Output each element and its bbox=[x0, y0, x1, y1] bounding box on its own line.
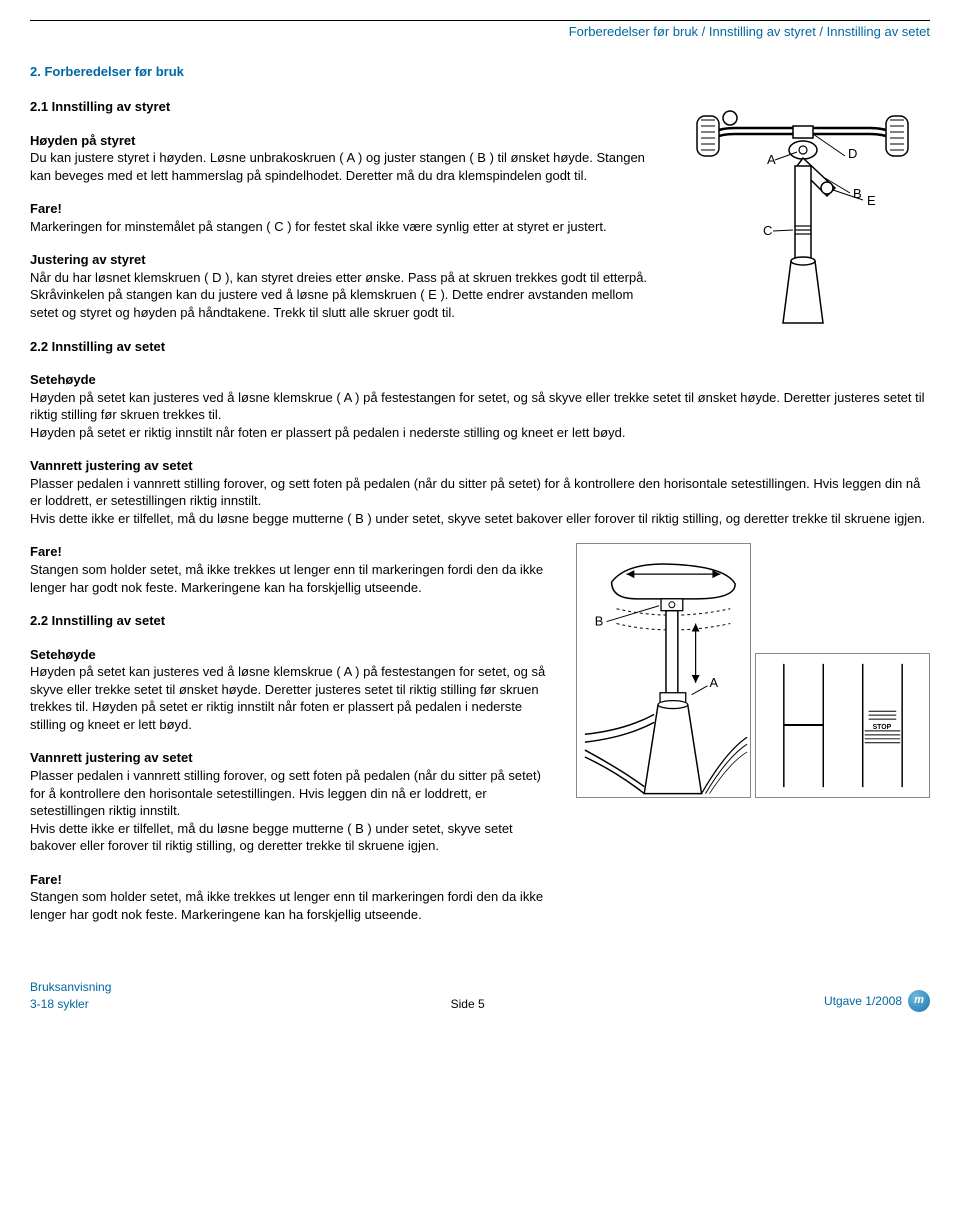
vann-title-b: Vannrett justering av setet bbox=[30, 749, 556, 767]
header-rule bbox=[30, 20, 930, 21]
fare-label-3: Fare! bbox=[30, 871, 556, 889]
sete-title-b: Setehøyde bbox=[30, 646, 556, 664]
footer-right: Utgave 1/2008 bbox=[824, 993, 902, 1009]
svg-text:STOP: STOP bbox=[873, 724, 892, 731]
fare-body-2: Stangen som holder setet, må ikke trekke… bbox=[30, 561, 556, 596]
fare-label-1: Fare! bbox=[30, 200, 655, 218]
figure-seat: B A bbox=[576, 543, 751, 798]
footer-left-2: 3-18 sykler bbox=[30, 996, 111, 1012]
fare-label-2: Fare! bbox=[30, 543, 556, 561]
footer-left-1: Bruksanvisning bbox=[30, 979, 111, 995]
vann-title-a: Vannrett justering av setet bbox=[30, 457, 930, 475]
subsection-22b-title: 2.2 Innstilling av setet bbox=[30, 612, 556, 630]
subsection-21-title: 2.1 Innstilling av styret bbox=[30, 98, 655, 116]
label-a: A bbox=[767, 152, 776, 167]
sete-body-a: Høyden på setet kan justeres ved å løsne… bbox=[30, 389, 930, 442]
figure-stop-marking: STOP bbox=[755, 653, 930, 798]
breadcrumb: Forberedelser før bruk / Innstilling av … bbox=[30, 23, 930, 41]
label-c: C bbox=[763, 223, 772, 238]
justering-title: Justering av styret bbox=[30, 251, 655, 269]
sete-body-b: Høyden på setet kan justeres ved å løsne… bbox=[30, 663, 556, 733]
footer-center: Side 5 bbox=[111, 996, 824, 1012]
section-2-title: 2. Forberedelser før bruk bbox=[30, 63, 930, 81]
fare-body-3: Stangen som holder setet, må ikke trekke… bbox=[30, 888, 556, 923]
hoyden-body: Du kan justere styret i høyden. Løsne un… bbox=[30, 149, 655, 184]
hoyden-title: Høyden på styret bbox=[30, 132, 655, 150]
svg-text:B: B bbox=[595, 614, 604, 629]
figure-handlebar: A B C D E bbox=[675, 98, 930, 333]
fare-body-1: Markeringen for minstemålet på stangen (… bbox=[30, 218, 655, 236]
page-footer: Bruksanvisning 3-18 sykler Side 5 Utgave… bbox=[30, 979, 930, 1011]
subsection-22a-title: 2.2 Innstilling av setet bbox=[30, 338, 930, 356]
sete-title-a: Setehøyde bbox=[30, 371, 930, 389]
vann-body-b: Plasser pedalen i vannrett stilling foro… bbox=[30, 767, 556, 855]
vann-body-a: Plasser pedalen i vannrett stilling foro… bbox=[30, 475, 930, 528]
label-e: E bbox=[867, 193, 876, 208]
label-d: D bbox=[848, 146, 857, 161]
label-b: B bbox=[853, 186, 862, 201]
justering-body: Når du har løsnet klemskruen ( D ), kan … bbox=[30, 269, 655, 322]
logo-icon: m bbox=[908, 990, 930, 1012]
svg-text:A: A bbox=[710, 675, 719, 690]
